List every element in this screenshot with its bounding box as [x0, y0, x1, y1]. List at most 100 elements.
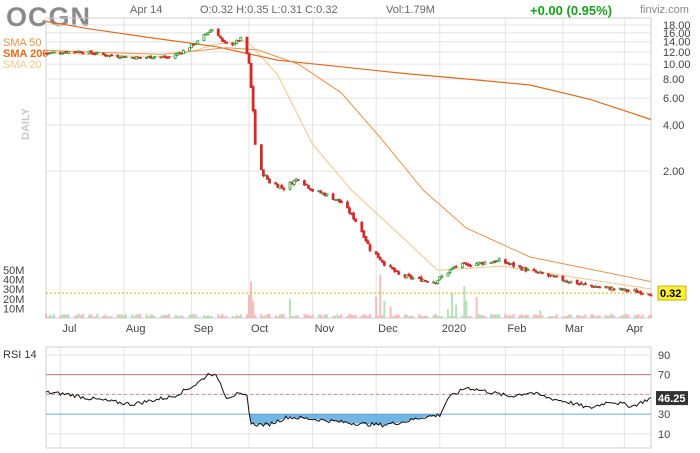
volume-bar — [354, 315, 357, 318]
volume-bar — [383, 300, 386, 318]
volume-bar — [63, 313, 66, 318]
volume-bar — [405, 314, 408, 318]
volume-bar — [551, 316, 554, 318]
candle-body — [61, 52, 64, 55]
volume-bar — [276, 316, 279, 318]
candle-body — [569, 280, 573, 284]
volume-bar — [619, 316, 622, 318]
candle-body — [261, 169, 265, 176]
volume-bar — [219, 315, 222, 318]
candle-body — [303, 180, 306, 186]
candle-body — [274, 182, 278, 185]
candle-body — [424, 279, 427, 282]
sma200-line — [45, 20, 652, 121]
volume-bar — [260, 313, 263, 318]
volume-bar — [426, 316, 429, 318]
volume-bar — [291, 316, 294, 318]
volume-bar — [647, 315, 650, 318]
volume-bar — [110, 316, 113, 318]
candle-body — [647, 293, 651, 296]
volume-bar — [461, 315, 464, 318]
candle-body — [118, 57, 122, 60]
volume-bar — [106, 316, 109, 318]
candle-body — [292, 179, 296, 185]
volume-bar — [580, 316, 583, 318]
candle-body — [380, 259, 384, 263]
candle-body — [163, 55, 167, 58]
volume-bar — [522, 315, 525, 318]
candle-body — [247, 52, 251, 64]
volume-bar — [149, 314, 152, 318]
volume-bar — [161, 314, 164, 318]
volume-bar — [391, 316, 394, 318]
last-price-label: 0.32 — [660, 288, 681, 300]
volume-bar — [596, 315, 599, 318]
volume-bar — [625, 313, 628, 318]
volume-bar — [369, 313, 372, 318]
brand-link[interactable]: finviz.com — [640, 4, 689, 16]
candle-body — [397, 271, 401, 275]
volume-bar — [274, 315, 277, 318]
candle-body — [311, 188, 315, 192]
price-tick-label: 10.00 — [663, 59, 691, 71]
volume-bar — [453, 316, 456, 318]
volume-bar — [133, 315, 136, 318]
volume-bar — [217, 314, 220, 318]
candle-body — [206, 32, 210, 36]
volume-bar — [209, 316, 212, 318]
volume-bar — [410, 315, 413, 318]
volume-tick-label: 30M — [3, 284, 24, 296]
volume-bar — [366, 316, 369, 318]
volume-bar — [469, 316, 472, 318]
volume-bar — [434, 313, 437, 318]
candle-body — [305, 183, 308, 186]
candle-body — [188, 47, 191, 51]
volume-bar — [120, 314, 123, 318]
volume-bar — [108, 316, 111, 318]
x-tick-label: Aug — [126, 323, 146, 335]
volume-bar — [446, 309, 449, 318]
candle-body — [175, 52, 179, 56]
volume-bar — [207, 314, 210, 318]
volume-bar — [293, 315, 296, 318]
candle-body — [448, 269, 452, 273]
candle-body — [251, 86, 255, 112]
volume-bar — [53, 313, 56, 318]
candle-body — [167, 56, 171, 59]
volume-bar — [311, 314, 314, 318]
volume-bar — [196, 316, 199, 318]
volume-bar — [418, 314, 421, 318]
candle-body — [393, 268, 397, 272]
volume-bar — [239, 314, 242, 318]
candle-body — [583, 283, 587, 285]
x-tick-label: Dec — [378, 323, 398, 335]
candle-body — [389, 265, 392, 268]
candle-body — [419, 276, 423, 282]
volume-bar — [389, 306, 392, 318]
candle-body — [362, 230, 366, 238]
candle-body — [497, 258, 501, 262]
volume-bar — [362, 314, 365, 318]
volume-bar — [438, 316, 441, 318]
volume-bar — [563, 316, 566, 318]
volume-tick-label: 40M — [3, 275, 24, 287]
candle-body — [307, 185, 310, 189]
volume-bar — [584, 314, 587, 318]
volume-bar — [166, 314, 168, 318]
candle-body — [52, 51, 56, 54]
volume-bar — [393, 316, 396, 318]
x-tick-label: Nov — [315, 323, 335, 335]
legend-sma50: SMA 50 — [3, 37, 42, 49]
volume-bar — [576, 315, 579, 318]
volume-bar — [131, 314, 134, 318]
volume-bar — [194, 314, 197, 318]
x-tick-label: Apr — [626, 323, 643, 335]
volume-bar — [73, 315, 76, 318]
candle-body — [288, 181, 292, 190]
candle-body — [67, 51, 70, 54]
volume-bar — [535, 314, 538, 318]
volume-bar — [412, 316, 415, 318]
volume-bar — [506, 315, 509, 318]
candle-body — [382, 261, 386, 266]
candle-body — [110, 54, 114, 57]
